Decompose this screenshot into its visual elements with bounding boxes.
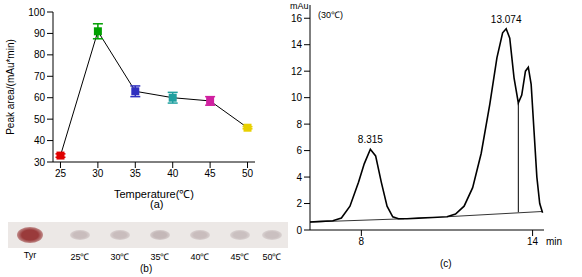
svg-text:45: 45 — [205, 168, 217, 179]
html-text:min: min — [546, 236, 563, 247]
svg-text:25: 25 — [55, 168, 67, 179]
html-text:mAu: mAu — [290, 1, 309, 11]
svg-text:2: 2 — [296, 198, 302, 209]
svg-text:40: 40 — [34, 135, 46, 146]
html-text:Tyr: Tyr — [23, 250, 37, 260]
svg-text:8.315: 8.315 — [358, 134, 383, 145]
svg-text:40: 40 — [167, 168, 179, 179]
svg-text:80: 80 — [34, 49, 46, 60]
svg-text:30: 30 — [34, 157, 46, 168]
svg-text:0: 0 — [296, 225, 302, 236]
svg-text:8: 8 — [359, 236, 365, 247]
svg-text:12: 12 — [291, 66, 303, 77]
html-text:45℃: 45℃ — [230, 252, 250, 262]
html-text:(b): (b) — [140, 263, 153, 274]
html-text:(a): (a) — [150, 198, 164, 210]
html-text:25℃: 25℃ — [70, 252, 90, 262]
svg-text:13.074: 13.074 — [491, 14, 522, 25]
svg-text:35: 35 — [130, 168, 142, 179]
svg-text:14: 14 — [527, 236, 539, 247]
html-text:(30℃): (30℃) — [318, 10, 343, 20]
svg-text:60: 60 — [34, 92, 46, 103]
svg-text:10: 10 — [291, 92, 303, 103]
svg-text:90: 90 — [34, 28, 46, 39]
svg-text:16: 16 — [291, 13, 303, 24]
html-text:35℃: 35℃ — [150, 252, 170, 262]
svg-text:14: 14 — [291, 39, 303, 50]
html-text:40℃: 40℃ — [190, 252, 210, 262]
html-text:(c): (c) — [440, 258, 452, 269]
svg-text:6: 6 — [296, 145, 302, 156]
svg-text:70: 70 — [34, 71, 46, 82]
svg-text:8: 8 — [296, 119, 302, 130]
svg-text:30: 30 — [92, 168, 104, 179]
html-text:50℃: 50℃ — [262, 252, 282, 262]
html-text:30℃: 30℃ — [110, 252, 130, 262]
svg-text:50: 50 — [242, 168, 254, 179]
svg-text:100: 100 — [28, 7, 45, 18]
svg-text:4: 4 — [296, 172, 302, 183]
svg-text:Temperature(℃): Temperature(℃) — [114, 188, 194, 200]
svg-text:Peak area/(mAu*min): Peak area/(mAu*min) — [5, 39, 16, 135]
svg-text:50: 50 — [34, 114, 46, 125]
